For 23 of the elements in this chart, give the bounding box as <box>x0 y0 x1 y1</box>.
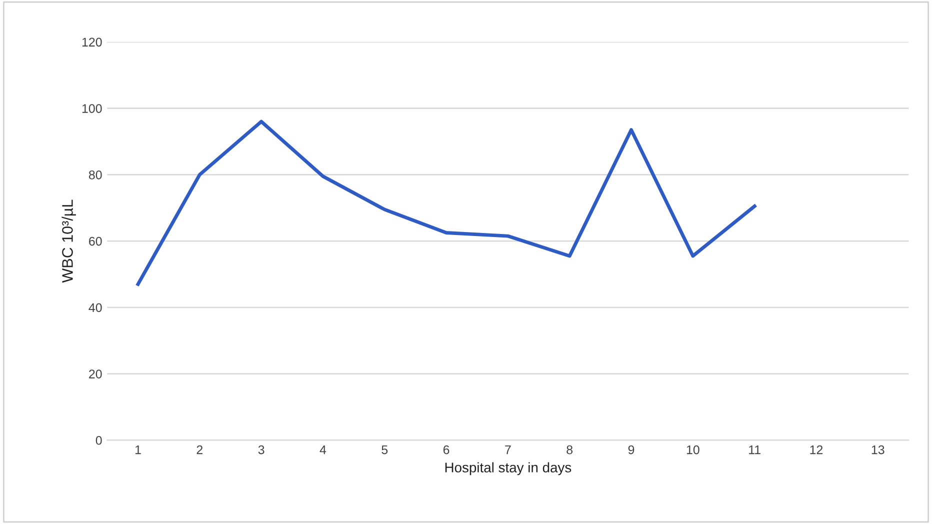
x-tick-label: 4 <box>320 445 326 454</box>
x-tick-label: 2 <box>196 445 203 454</box>
x-tick-label: 9 <box>628 445 634 454</box>
x-tick-label: 5 <box>382 445 388 454</box>
line-series <box>136 120 756 286</box>
x-tick-label: 11 <box>749 445 760 454</box>
y-tick-label: 60 <box>89 236 102 246</box>
y-tick-label: 100 <box>82 104 102 113</box>
x-axis-title: Hospital stay in days <box>445 462 572 476</box>
x-tick-label: 10 <box>686 445 700 454</box>
x-tick-label: 1 <box>135 445 141 454</box>
x-tick-label: 12 <box>810 445 823 454</box>
y-axis-title: WBC 10³/µL <box>62 200 76 283</box>
y-tick-label: 80 <box>88 170 102 180</box>
x-tick-label: 8 <box>566 445 573 454</box>
x-tick-label: 3 <box>258 445 264 454</box>
x-tick-label: 7 <box>505 445 511 454</box>
y-tick-label: 20 <box>89 370 102 378</box>
y-tick-label: 120 <box>82 38 102 47</box>
y-tick-label: 40 <box>88 303 102 312</box>
x-tick-label: 6 <box>443 445 450 454</box>
x-tick-label: 13 <box>872 445 884 454</box>
y-tick-label: 0 <box>96 436 102 445</box>
